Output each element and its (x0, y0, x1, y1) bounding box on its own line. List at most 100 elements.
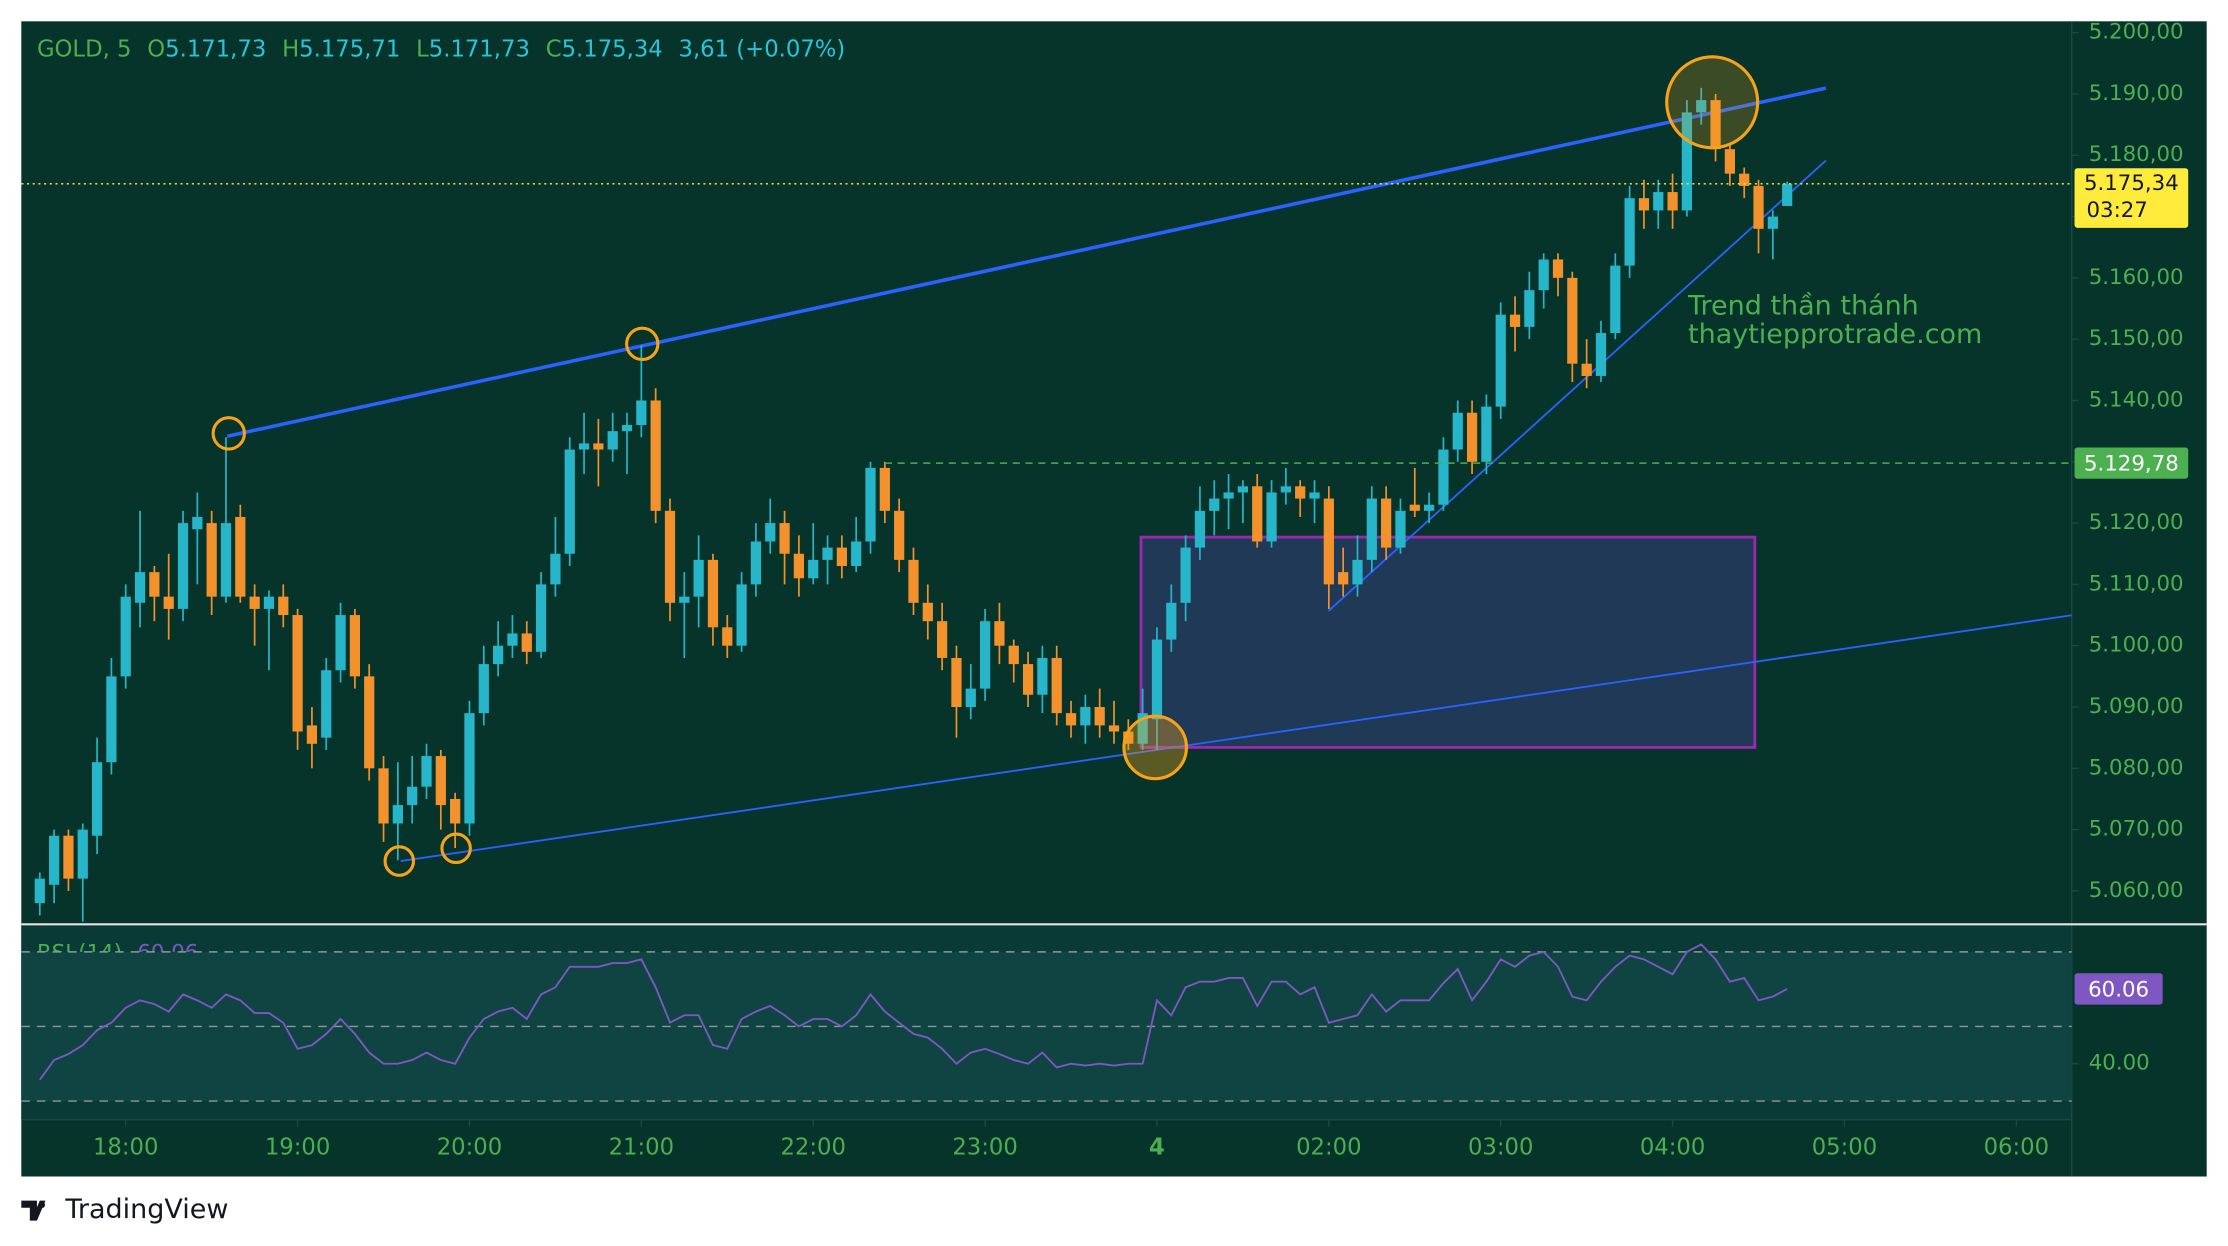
annotation: Trend thần thánh (1687, 290, 1919, 321)
ohlc-value: 5.175,71 (299, 36, 400, 62)
symbol-header: GOLD, 5 O5.171,73 H5.175,71 L5.171,73 C5… (37, 36, 845, 62)
candle-body (1495, 314, 1506, 407)
candle-body (535, 584, 547, 652)
candle-body (1295, 486, 1306, 499)
y-tick-label: 5.190,00 (2089, 81, 2184, 106)
candle-body (1696, 100, 1707, 113)
candle-body (908, 559, 919, 603)
candle-body (1624, 198, 1635, 266)
candle-body (335, 615, 346, 671)
candle-body (1409, 504, 1420, 511)
drawings (226, 86, 2072, 862)
candle-body (1567, 277, 1578, 364)
candle-body (163, 596, 174, 609)
candle-body (894, 510, 905, 560)
rising-trend-line (1327, 159, 1827, 612)
x-tick-label: 02:00 (1296, 1135, 1361, 1161)
ohlc-label: L (416, 36, 429, 62)
candle-body (1653, 192, 1664, 211)
candle-body (736, 584, 747, 646)
candle-body (1739, 173, 1750, 186)
circle (625, 326, 660, 362)
lower-trend-line (400, 614, 2072, 862)
x-tick-label: 20:00 (437, 1135, 502, 1161)
x-tick-label: 19:00 (265, 1135, 330, 1161)
candle-body (851, 541, 862, 567)
candle-body (937, 621, 948, 658)
candle-body (77, 829, 88, 879)
candle-body (578, 443, 590, 450)
candle-body (1724, 149, 1735, 174)
y-tick-label: 5.140,00 (2089, 387, 2184, 412)
candles (34, 87, 1793, 922)
y-tick-label: 5.200,00 (2089, 20, 2184, 45)
candle-body (464, 713, 475, 824)
candle-body (1237, 486, 1249, 493)
candle-body (593, 443, 604, 450)
candle-body (1022, 664, 1034, 695)
candle-body (679, 596, 690, 603)
brand: TradingView (64, 1194, 228, 1225)
candle-body (306, 725, 318, 744)
candle-body (263, 596, 275, 609)
x-tick-label: 06:00 (1984, 1135, 2049, 1161)
candle-body (421, 756, 432, 787)
candle-body (34, 878, 45, 904)
y-tick-label: 5.090,00 (2089, 694, 2184, 719)
candle-body (1610, 265, 1621, 334)
candle-body (177, 523, 189, 609)
candle-body (1094, 707, 1105, 726)
y-tick-label: 5.120,00 (2089, 510, 2184, 535)
candle-body (1151, 639, 1163, 720)
candle-body (1381, 498, 1392, 548)
candle-body (621, 425, 633, 432)
rsi-value-label: 60.06 (2088, 977, 2149, 1002)
candle-body (836, 547, 847, 567)
candle-body (1466, 412, 1478, 462)
tradingview-logo: TradingView (21, 1194, 228, 1225)
candle-body (192, 516, 203, 530)
candle-body (407, 786, 418, 806)
candle-body (1137, 713, 1148, 744)
ohlc-value: 5.171,73 (165, 36, 266, 62)
candle-body (1309, 492, 1320, 499)
candle-body (994, 621, 1005, 646)
candle-body (1223, 492, 1234, 499)
candle-body (521, 633, 532, 652)
candle-body (1252, 486, 1263, 542)
candle-body (664, 510, 676, 603)
candle-body (822, 547, 833, 560)
rsi-line (39, 943, 1788, 1081)
candle-body (450, 798, 461, 824)
x-tick-label: 03:00 (1468, 1135, 1533, 1161)
ohlc-value: 5.175,34 (562, 36, 663, 62)
candle-body (1366, 498, 1377, 560)
candle-body (493, 645, 504, 665)
candle-body (1438, 449, 1449, 505)
candle-body (91, 762, 103, 836)
candle-body (120, 596, 131, 677)
candle-body (235, 516, 246, 597)
candle-body (1338, 572, 1349, 585)
candle-body (1710, 100, 1721, 150)
candle-body (206, 523, 217, 597)
x-tick-label: 05:00 (1812, 1135, 1877, 1161)
candle-body (1166, 602, 1177, 640)
candle-body (1552, 259, 1564, 278)
y-tick-label: 5.100,00 (2089, 633, 2184, 658)
candle-body (1524, 290, 1535, 327)
x-tick-label: 4 (1149, 1135, 1165, 1161)
candle-body (321, 670, 332, 738)
candle-body (278, 596, 289, 616)
candle-body (1538, 259, 1549, 291)
candle-body (922, 602, 933, 622)
x-tick-label: 23:00 (952, 1135, 1017, 1161)
candle-body (1266, 492, 1277, 542)
candle-body (1180, 547, 1191, 603)
circle (1122, 714, 1189, 781)
candle-body (1194, 510, 1206, 548)
candle-body (707, 559, 719, 628)
candle-body (1509, 314, 1521, 327)
y-tick-label: 5.080,00 (2089, 755, 2184, 780)
ohlc-label: H (282, 36, 299, 62)
